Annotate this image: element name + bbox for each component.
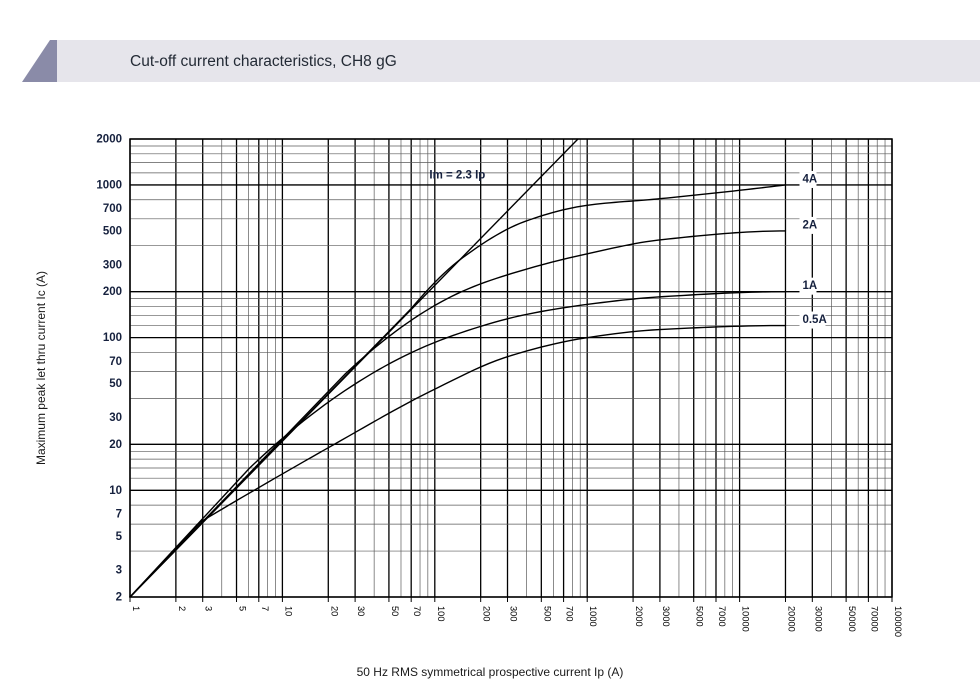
svg-text:2: 2 [177, 606, 187, 611]
svg-text:100: 100 [103, 332, 122, 344]
svg-text:700: 700 [103, 203, 122, 215]
svg-text:1000: 1000 [96, 179, 122, 191]
svg-text:50000: 50000 [847, 606, 857, 632]
svg-text:30: 30 [356, 606, 366, 616]
svg-text:30000: 30000 [813, 606, 823, 632]
svg-text:1A: 1A [802, 280, 817, 292]
svg-text:20: 20 [329, 606, 339, 616]
svg-text:700: 700 [565, 606, 575, 622]
svg-text:3000: 3000 [661, 606, 671, 627]
svg-text:7000: 7000 [717, 606, 727, 627]
svg-text:4A: 4A [802, 173, 817, 185]
svg-text:20000: 20000 [786, 606, 796, 632]
svg-text:2000: 2000 [96, 134, 122, 146]
svg-text:200: 200 [482, 606, 492, 622]
svg-text:50: 50 [390, 606, 400, 616]
svg-text:2: 2 [116, 592, 122, 604]
svg-text:5000: 5000 [695, 606, 705, 627]
svg-text:200: 200 [103, 286, 122, 298]
svg-text:1: 1 [131, 606, 141, 611]
svg-text:10: 10 [283, 606, 293, 616]
svg-text:30: 30 [109, 412, 122, 424]
svg-text:50: 50 [109, 378, 122, 390]
svg-text:0.5A: 0.5A [802, 314, 826, 326]
svg-text:100000: 100000 [893, 606, 903, 637]
svg-text:70000: 70000 [869, 606, 879, 632]
svg-text:10000: 10000 [741, 606, 751, 632]
svg-text:Im = 2.3 Ip: Im = 2.3 Ip [429, 170, 485, 182]
svg-text:3: 3 [116, 565, 122, 577]
svg-text:20: 20 [109, 439, 122, 451]
svg-text:300: 300 [509, 606, 519, 622]
svg-text:500: 500 [542, 606, 552, 622]
svg-text:3: 3 [204, 606, 214, 611]
svg-text:10: 10 [109, 485, 122, 497]
svg-text:70: 70 [109, 356, 122, 368]
svg-text:5: 5 [116, 531, 123, 543]
svg-text:2000: 2000 [634, 606, 644, 627]
svg-text:7: 7 [116, 508, 122, 520]
svg-text:70: 70 [412, 606, 422, 616]
svg-text:300: 300 [103, 259, 122, 271]
svg-text:2A: 2A [802, 219, 817, 231]
svg-text:5: 5 [238, 606, 248, 611]
svg-text:7: 7 [260, 606, 270, 611]
svg-text:1000: 1000 [588, 606, 598, 627]
svg-text:500: 500 [103, 225, 122, 237]
svg-text:100: 100 [436, 606, 446, 622]
